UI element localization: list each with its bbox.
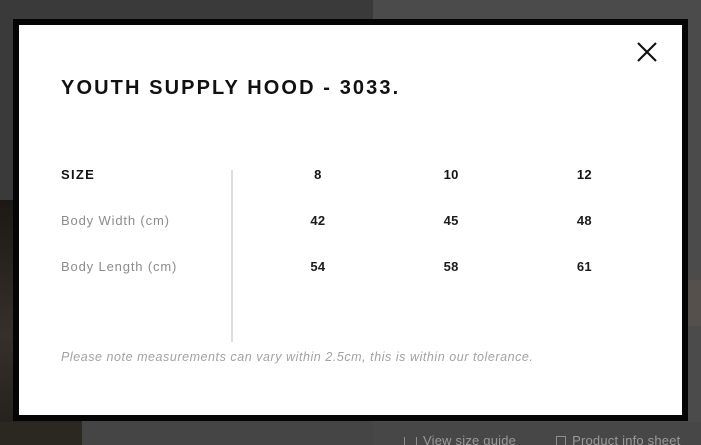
modal-content: YOUTH SUPPLY HOOD - 3033. SIZE 8 10 12 (19, 25, 682, 415)
table-header-size: SIZE (61, 166, 96, 182)
table-header-size-10: 10 (443, 166, 459, 182)
view-size-guide-link[interactable]: View size guide (404, 433, 516, 445)
body-width-size-10: 45 (443, 212, 459, 228)
table-header-size-12: 12 (576, 166, 592, 182)
ruler-icon (404, 436, 417, 445)
product-info-sheet-link[interactable]: Product info sheet (556, 433, 680, 445)
product-info-sheet-label: Product info sheet (572, 433, 681, 445)
body-width-size-12: 48 (576, 212, 592, 228)
document-icon (556, 435, 567, 445)
size-guide-modal: YOUTH SUPPLY HOOD - 3033. SIZE 8 10 12 (13, 19, 688, 421)
table-row: Body Length (cm) 54 58 61 (61, 243, 651, 289)
background-right-edge-accent (688, 280, 701, 326)
row-label-body-length: Body Length (cm) (61, 258, 178, 274)
size-chart-container: SIZE 8 10 12 Body Width (cm) 42 45 48 (61, 151, 651, 342)
table-header-size-8: 8 (314, 166, 322, 182)
body-length-size-12: 61 (576, 258, 592, 274)
close-icon (637, 42, 657, 62)
table-vertical-divider (231, 170, 233, 342)
body-width-size-8: 42 (310, 212, 326, 228)
modal-title: YOUTH SUPPLY HOOD - 3033. (61, 77, 401, 99)
table-row: Body Width (cm) 42 45 48 (61, 197, 651, 243)
table-header-row: SIZE 8 10 12 (61, 151, 651, 197)
bottom-links: View size guide Product info sheet (404, 433, 680, 445)
close-modal-button[interactable] (632, 37, 662, 67)
row-label-body-width: Body Width (cm) (61, 212, 170, 228)
body-length-size-8: 54 (310, 258, 326, 274)
size-chart-table: SIZE 8 10 12 Body Width (cm) 42 45 48 (61, 151, 651, 289)
body-length-size-10: 58 (443, 258, 459, 274)
background-bottom-left-band (0, 422, 82, 445)
view-size-guide-label: View size guide (423, 433, 517, 445)
measurement-tolerance-note: Please note measurements can vary within… (61, 350, 534, 364)
